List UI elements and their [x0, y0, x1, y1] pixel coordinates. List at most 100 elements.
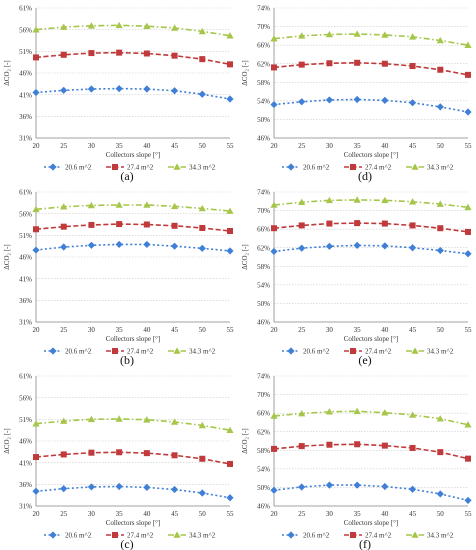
series-27.4 [271, 220, 471, 235]
x-axis-label: Collectors slope [°] [344, 519, 399, 527]
legend-label: 20.6 m^2 [303, 164, 330, 172]
x-tick-label: 45 [409, 326, 417, 334]
data-point [198, 27, 206, 35]
y-tick-label: 58% [257, 447, 270, 455]
x-tick-label: 40 [143, 510, 151, 518]
legend-marker [49, 163, 57, 171]
data-point [437, 66, 444, 73]
data-point [227, 228, 233, 234]
data-point [199, 56, 206, 63]
legend-entry: 20.6 m^2 [282, 347, 330, 356]
y-tick-label: 46% [257, 503, 270, 511]
legend-marker [411, 531, 419, 538]
data-point [60, 86, 68, 94]
data-point [270, 100, 278, 109]
y-tick-label: 62% [257, 428, 270, 436]
y-tick-label: 66% [257, 42, 270, 50]
x-tick-label: 30 [88, 510, 96, 518]
data-point [270, 201, 278, 208]
data-point [87, 22, 96, 29]
x-tick-label: 40 [381, 142, 389, 150]
data-point [199, 455, 206, 462]
data-point [408, 198, 417, 205]
y-tick-label: 54% [257, 465, 270, 473]
data-point [381, 409, 389, 416]
legend-marker [112, 348, 118, 354]
data-point [381, 31, 389, 38]
series-34.3 [32, 415, 234, 433]
data-point [143, 450, 150, 457]
series-20.6 [270, 241, 472, 258]
data-point [115, 21, 123, 29]
data-point [464, 108, 472, 116]
y-tick-label: 56% [19, 210, 32, 218]
data-point [198, 489, 206, 497]
y-tick-label: 51% [19, 416, 32, 424]
data-point [115, 240, 123, 249]
data-point [381, 482, 389, 491]
data-point [226, 207, 234, 214]
y-tick-label: 41% [19, 459, 32, 467]
data-point [298, 32, 306, 39]
x-tick-label: 45 [171, 142, 179, 150]
data-point [298, 483, 306, 491]
legend-entry: 20.6 m^2 [44, 347, 92, 356]
data-point [298, 98, 306, 106]
data-point [227, 460, 233, 467]
data-point [60, 451, 67, 458]
y-axis-label: ΔCO₂ [-] [241, 60, 249, 85]
legend-marker [287, 531, 295, 539]
x-tick-label: 30 [326, 510, 334, 518]
legend-marker [350, 532, 356, 538]
data-point [32, 420, 40, 427]
data-point [353, 241, 361, 249]
legend-entry: 34.3 m^2 [168, 531, 216, 540]
y-tick-label: 51% [19, 232, 32, 240]
data-point [60, 51, 67, 58]
data-point [60, 485, 68, 493]
data-point [465, 71, 471, 78]
series-20.6 [32, 85, 234, 103]
legend-label: 20.6 m^2 [303, 348, 330, 356]
data-point [270, 35, 278, 42]
data-point [298, 222, 305, 229]
series-line [35, 451, 231, 465]
y-axis-label: ΔCO₂ [-] [3, 428, 11, 453]
x-axis-label: Collectors slope [°] [344, 335, 399, 343]
series-line [273, 410, 469, 426]
y-axis-label: ΔCO₂ [-] [3, 244, 11, 269]
y-tick-label: 46% [19, 438, 32, 446]
x-tick-label: 20 [271, 326, 279, 334]
data-point [143, 483, 151, 491]
data-point [170, 418, 179, 425]
legend-marker [173, 347, 181, 354]
data-point [270, 247, 278, 256]
data-point [143, 221, 150, 228]
data-point [60, 223, 67, 230]
data-point [199, 224, 206, 231]
data-point [436, 36, 444, 44]
legend-entry: 34.3 m^2 [406, 347, 454, 356]
x-tick-label: 50 [437, 326, 445, 334]
y-tick-label: 46% [19, 70, 32, 78]
x-tick-label: 50 [437, 510, 445, 518]
data-point [464, 41, 472, 48]
data-point [115, 201, 123, 208]
legend-label: 27.4 m^2 [365, 348, 392, 356]
legend-entry: 27.4 m^2 [344, 164, 392, 172]
series-20.6 [270, 95, 472, 116]
legend-entry: 34.3 m^2 [406, 163, 454, 172]
legend-label: 34.3 m^2 [427, 164, 454, 172]
series-line [35, 51, 231, 66]
data-point [325, 408, 334, 415]
data-point [198, 204, 206, 212]
panel-label: (b) [120, 353, 134, 367]
y-tick-label: 74% [257, 189, 270, 197]
legend-label: 34.3 m^2 [189, 164, 216, 172]
series-line [35, 87, 231, 100]
y-tick-label: 50% [257, 300, 270, 308]
series-20.6 [32, 482, 234, 502]
data-point [271, 445, 277, 452]
data-point [32, 246, 40, 254]
data-point [116, 49, 123, 56]
